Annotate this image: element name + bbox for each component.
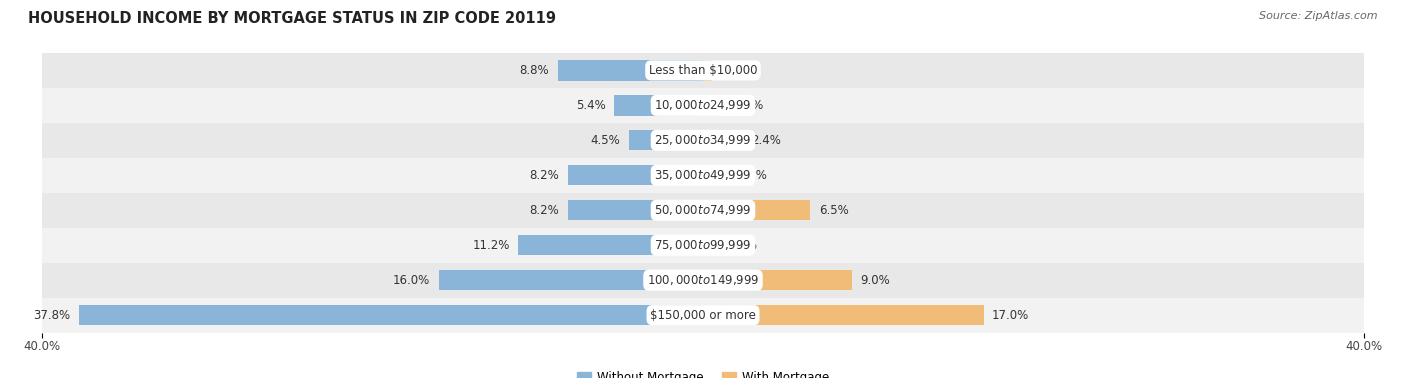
Bar	[703, 270, 852, 290]
Text: 0.53%: 0.53%	[720, 239, 756, 252]
Bar	[79, 305, 703, 325]
Text: HOUSEHOLD INCOME BY MORTGAGE STATUS IN ZIP CODE 20119: HOUSEHOLD INCOME BY MORTGAGE STATUS IN Z…	[28, 11, 557, 26]
Text: $150,000 or more: $150,000 or more	[650, 309, 756, 322]
Bar	[42, 228, 1364, 263]
Text: Less than $10,000: Less than $10,000	[648, 64, 758, 77]
Bar	[703, 235, 711, 256]
Text: 0.92%: 0.92%	[727, 99, 763, 112]
Text: 0.53%: 0.53%	[720, 64, 756, 77]
Text: 17.0%: 17.0%	[993, 309, 1029, 322]
Text: 6.5%: 6.5%	[818, 204, 848, 217]
Legend: Without Mortgage, With Mortgage: Without Mortgage, With Mortgage	[572, 366, 834, 378]
Bar	[517, 235, 703, 256]
Bar	[42, 88, 1364, 123]
Text: $50,000 to $74,999: $50,000 to $74,999	[654, 203, 752, 217]
Text: $35,000 to $49,999: $35,000 to $49,999	[654, 168, 752, 182]
Text: 8.2%: 8.2%	[530, 169, 560, 182]
Bar	[42, 298, 1364, 333]
Text: 11.2%: 11.2%	[472, 239, 510, 252]
Text: $10,000 to $24,999: $10,000 to $24,999	[654, 98, 752, 112]
Text: 1.6%: 1.6%	[738, 169, 768, 182]
Bar	[42, 263, 1364, 298]
Bar	[568, 165, 703, 186]
Bar	[439, 270, 703, 290]
Bar	[703, 130, 742, 150]
Bar	[703, 165, 730, 186]
Text: $100,000 to $149,999: $100,000 to $149,999	[647, 273, 759, 287]
Text: 9.0%: 9.0%	[860, 274, 890, 287]
Text: $25,000 to $34,999: $25,000 to $34,999	[654, 133, 752, 147]
Bar	[614, 95, 703, 116]
Bar	[703, 200, 810, 220]
Text: Source: ZipAtlas.com: Source: ZipAtlas.com	[1260, 11, 1378, 21]
Bar	[628, 130, 703, 150]
Bar	[703, 305, 984, 325]
Bar	[42, 193, 1364, 228]
Text: 16.0%: 16.0%	[394, 274, 430, 287]
Bar	[558, 60, 703, 81]
Text: 37.8%: 37.8%	[34, 309, 70, 322]
Bar	[42, 158, 1364, 193]
Text: $75,000 to $99,999: $75,000 to $99,999	[654, 238, 752, 252]
Bar	[703, 60, 711, 81]
Bar	[42, 123, 1364, 158]
Text: 4.5%: 4.5%	[591, 134, 620, 147]
Bar	[703, 95, 718, 116]
Bar	[568, 200, 703, 220]
Text: 8.8%: 8.8%	[520, 64, 550, 77]
Text: 2.4%: 2.4%	[751, 134, 780, 147]
Text: 5.4%: 5.4%	[576, 99, 606, 112]
Bar	[42, 53, 1364, 88]
Text: 8.2%: 8.2%	[530, 204, 560, 217]
